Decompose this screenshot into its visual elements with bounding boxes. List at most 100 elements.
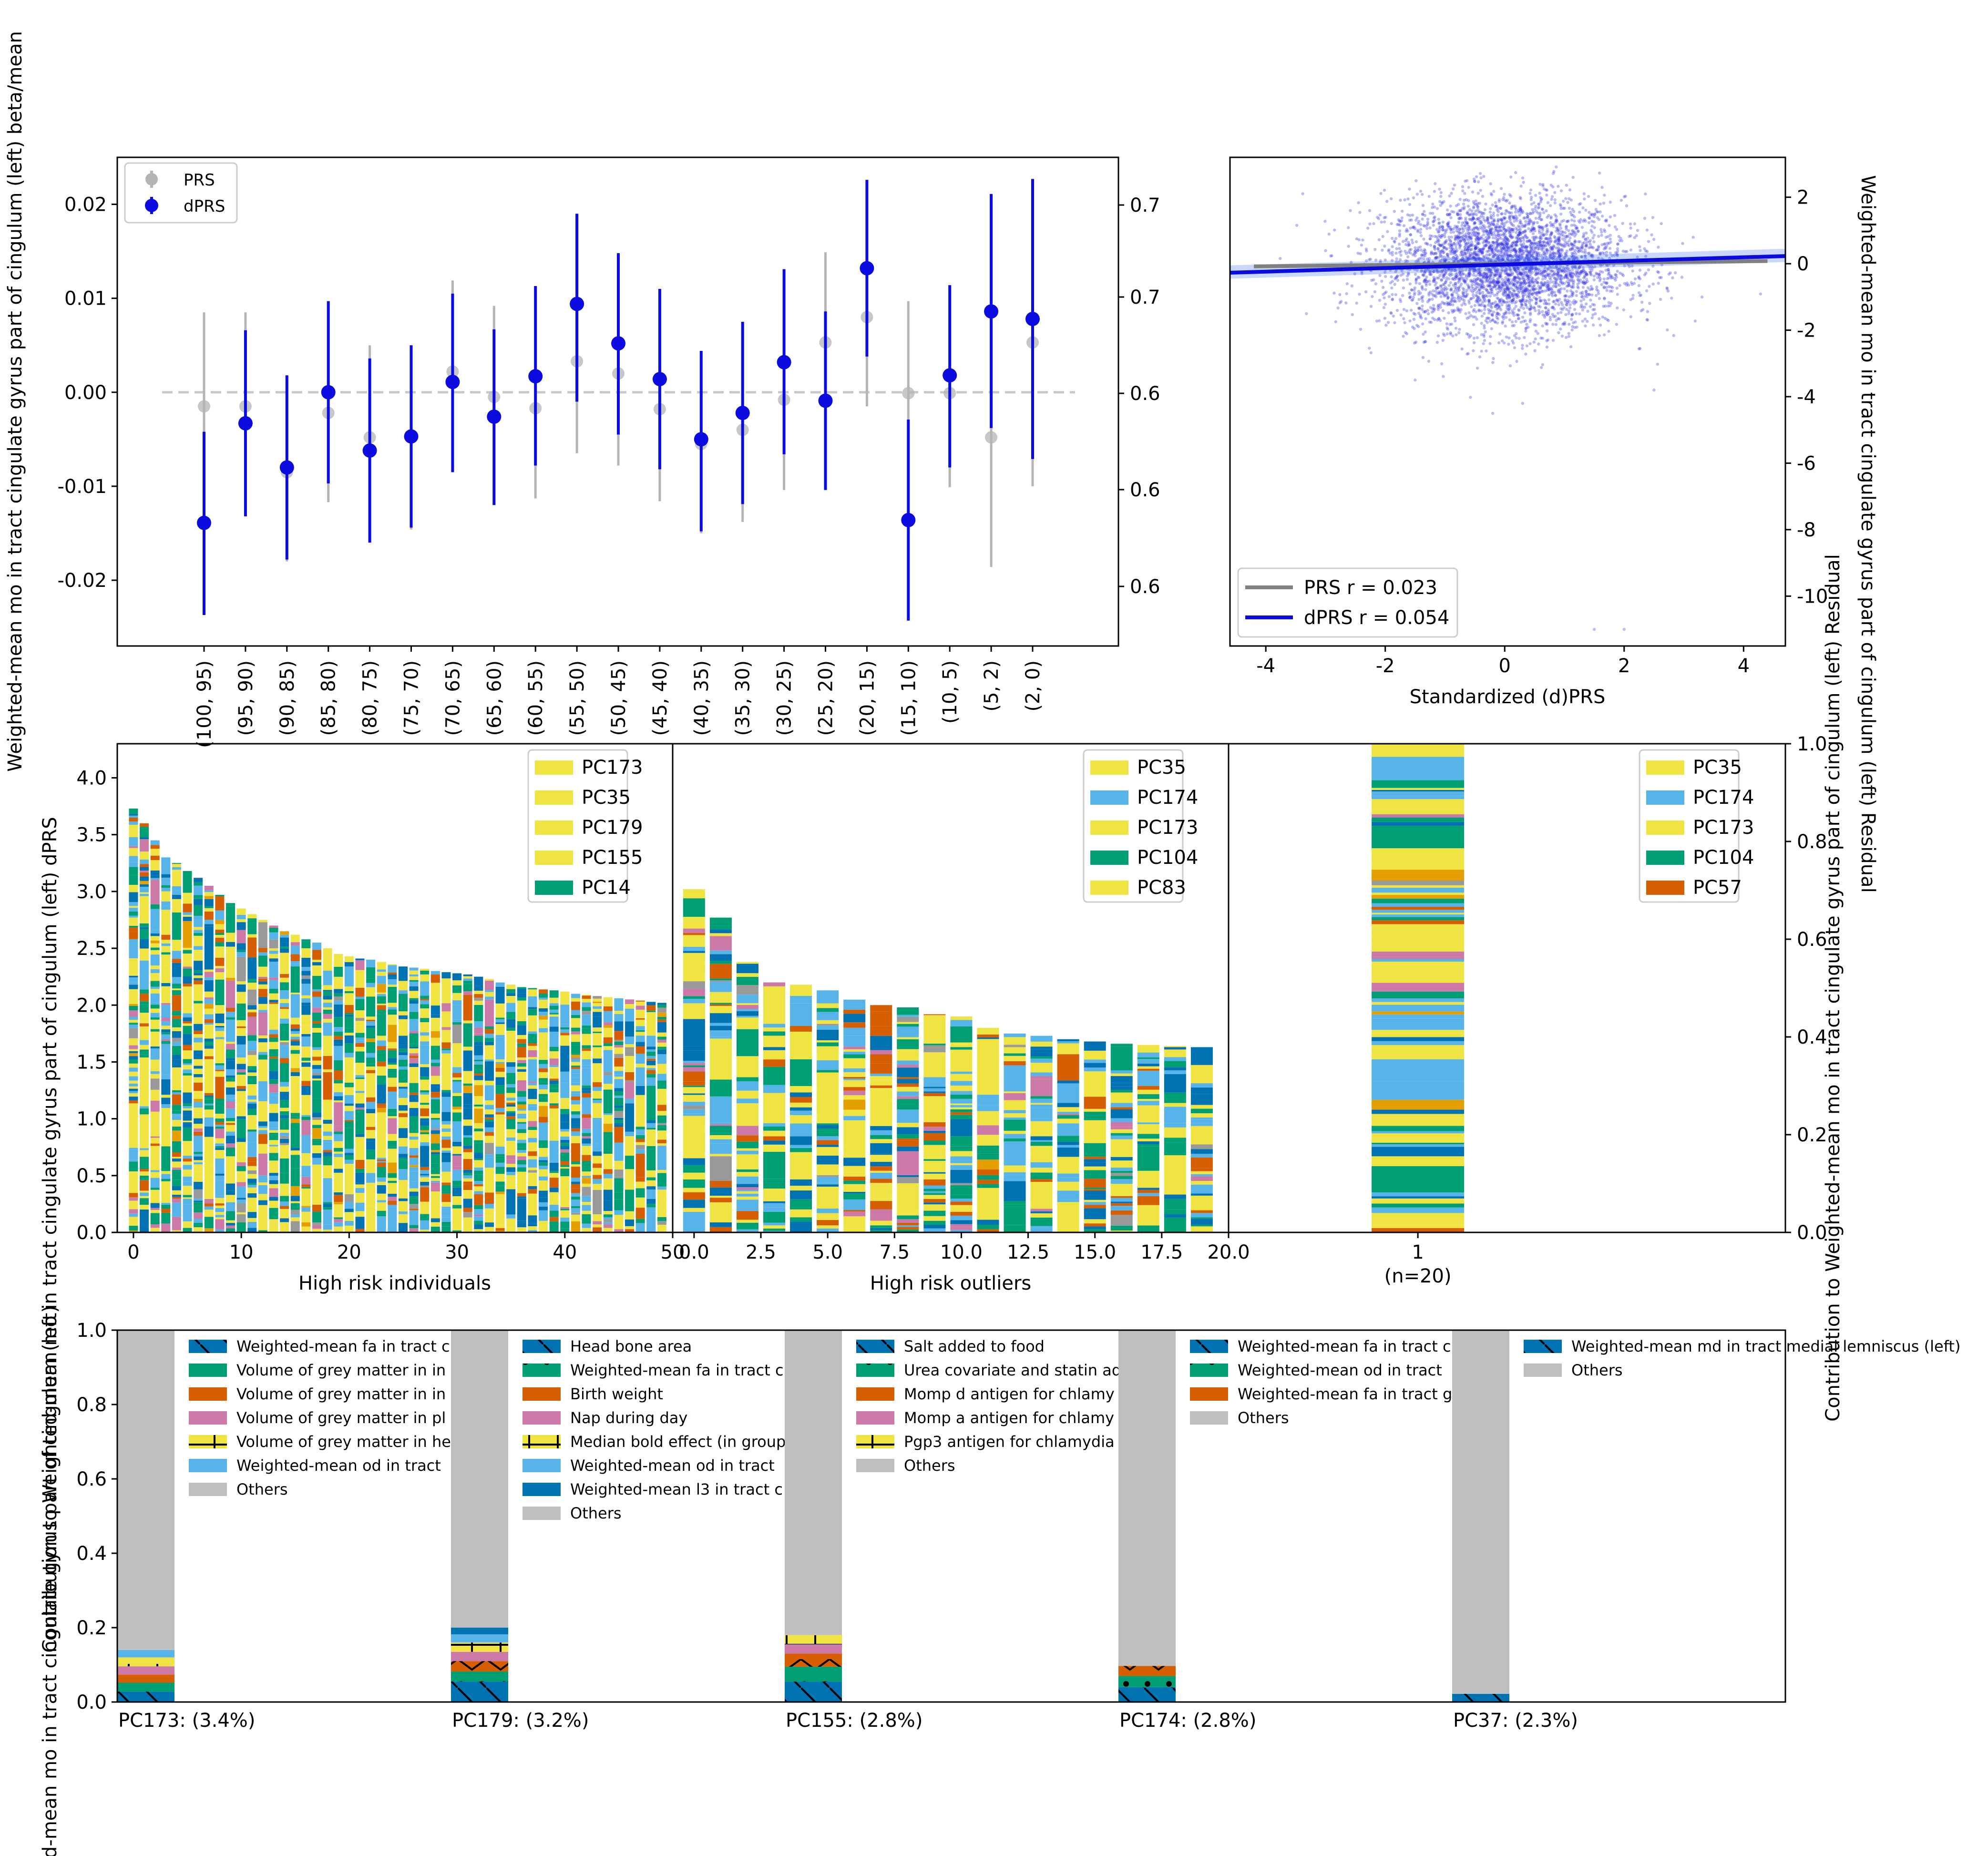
individual-bar-segment — [172, 1027, 181, 1031]
data-point — [1457, 243, 1461, 246]
data-point — [1480, 349, 1483, 353]
data-point — [1364, 290, 1368, 294]
data-point — [1330, 254, 1333, 257]
data-point — [1422, 332, 1425, 336]
data-point — [1442, 332, 1445, 336]
individual-bar-segment — [183, 1083, 192, 1093]
data-point — [1652, 237, 1656, 241]
data-point — [1565, 308, 1568, 311]
data-point — [1492, 190, 1496, 193]
individual-bar-segment — [129, 1056, 138, 1059]
data-point — [1464, 216, 1467, 220]
individual-bar-segment — [269, 1208, 278, 1220]
data-point — [1547, 286, 1550, 289]
individual-bar-segment — [215, 968, 225, 973]
data-point — [1472, 200, 1475, 204]
individual-bar-segment — [194, 1068, 203, 1070]
data-point — [1408, 291, 1411, 295]
data-point — [1538, 192, 1541, 195]
data-point — [1515, 236, 1518, 240]
data-point — [1494, 204, 1498, 208]
data-point — [1483, 312, 1486, 315]
individual-bar-segment — [129, 1161, 138, 1171]
data-point — [1443, 317, 1446, 320]
data-point — [1527, 294, 1530, 297]
data-point — [1561, 237, 1565, 241]
data-point — [1453, 184, 1456, 187]
individual-bar-segment — [150, 947, 160, 950]
data-point — [1327, 232, 1331, 236]
data-point — [1492, 240, 1496, 244]
data-point — [1467, 213, 1471, 217]
data-point — [1461, 256, 1465, 260]
data-point — [1615, 287, 1619, 290]
data-point — [1400, 216, 1404, 220]
data-point — [1472, 308, 1476, 311]
data-point — [1570, 313, 1574, 316]
individual-bar-segment — [215, 942, 225, 947]
individual-bar-segment — [247, 1174, 257, 1179]
individual-bar-segment — [129, 862, 138, 867]
data-point — [1458, 246, 1461, 250]
individual-bar-segment — [194, 1156, 203, 1160]
data-point — [1540, 247, 1544, 250]
individual-bar-segment — [204, 924, 214, 927]
data-point — [1536, 332, 1539, 335]
data-point — [1478, 271, 1482, 275]
individual-bar-segment — [161, 1039, 171, 1041]
data-point — [1550, 247, 1554, 251]
data-point — [1523, 225, 1527, 228]
data-point — [1449, 331, 1452, 335]
individual-bar-segment — [194, 1118, 203, 1124]
individual-bar-segment — [161, 1174, 171, 1179]
data-point — [1565, 280, 1568, 284]
data-point — [1439, 284, 1443, 287]
data-point — [1416, 230, 1420, 233]
data-point — [1483, 308, 1486, 311]
data-point — [1609, 234, 1612, 237]
data-point — [1531, 232, 1535, 236]
data-point — [1515, 241, 1518, 244]
data-point — [1591, 246, 1595, 249]
data-point — [1623, 250, 1627, 254]
individual-bar-segment — [140, 994, 149, 1002]
data-point — [1551, 273, 1555, 277]
data-point — [1526, 288, 1529, 291]
data-point — [1452, 187, 1455, 191]
data-point — [1506, 278, 1510, 282]
data-point — [1560, 334, 1564, 338]
data-point — [1515, 270, 1518, 273]
data-point — [1545, 251, 1549, 255]
data-point — [1591, 313, 1595, 317]
individual-bar-segment — [204, 1008, 214, 1013]
point-dprs — [445, 375, 460, 390]
data-point — [1496, 210, 1500, 214]
data-point — [1567, 312, 1570, 315]
data-point — [1558, 317, 1561, 321]
data-point — [1437, 276, 1440, 280]
individual-bar-segment — [150, 840, 160, 845]
data-point — [1450, 288, 1453, 291]
data-point — [1557, 303, 1560, 307]
data-point — [1449, 231, 1453, 234]
data-point — [1589, 298, 1592, 302]
data-point — [1592, 323, 1595, 327]
data-point — [1638, 268, 1642, 272]
data-point — [1442, 200, 1445, 204]
individual-bar-segment — [183, 1103, 192, 1107]
data-point — [1575, 246, 1579, 250]
individual-bar-segment — [215, 1205, 225, 1208]
individual-bar-segment — [194, 1037, 203, 1043]
individual-bar-segment — [194, 952, 203, 959]
individual-bar-segment — [150, 880, 160, 904]
data-point — [1466, 205, 1470, 208]
individual-bar-segment — [236, 943, 246, 950]
individual-bar-segment — [150, 1059, 160, 1062]
data-point — [1474, 274, 1477, 277]
individual-bar-segment — [236, 1013, 246, 1020]
data-point — [1475, 278, 1478, 282]
data-point — [1481, 195, 1485, 198]
data-point — [1592, 215, 1596, 218]
data-point — [1391, 297, 1394, 301]
data-point — [1532, 340, 1536, 344]
